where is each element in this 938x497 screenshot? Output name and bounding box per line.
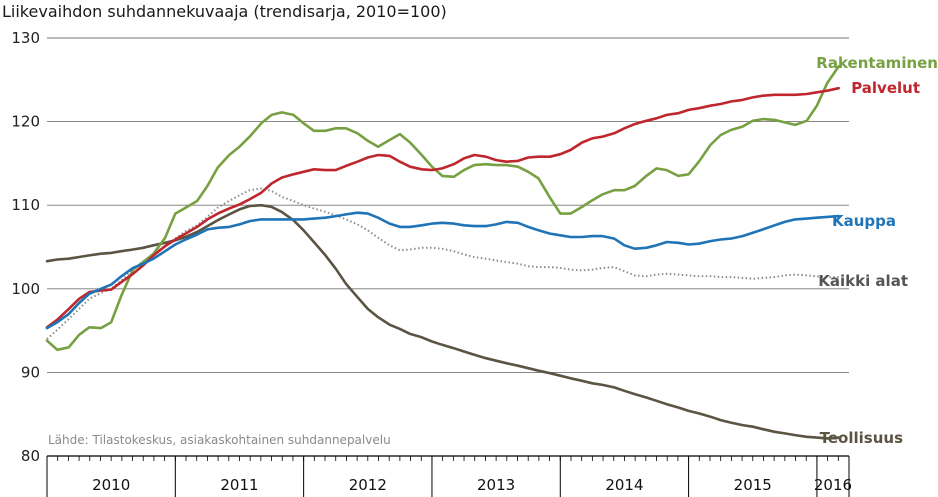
y-axis-ticks: 80 90 100 110 120 130 (11, 29, 40, 465)
y-tick-label: 80 (21, 447, 40, 465)
source-note: Lähde: Tilastokeskus, asiakaskohtainen s… (48, 433, 391, 447)
chart-title: Liikevaihdon suhdannekuvaaja (trendisarj… (2, 2, 447, 21)
series-label-palvelut: Palvelut (851, 79, 920, 97)
series-lines (45, 65, 841, 440)
series-line-palvelut (45, 86, 841, 329)
series-line-teollisuus (45, 203, 841, 440)
series-labels: Rakentaminen Palvelut Kauppa Kaikki alat Teo… (816, 54, 938, 447)
series-label-teollisuus: Teollisuus (820, 429, 903, 447)
y-tick-label: 100 (11, 280, 40, 298)
x-tick-label-2016: 2016 (814, 476, 852, 494)
x-tick-label-2012: 2012 (349, 476, 387, 494)
series-label-rakentaminen: Rakentaminen (816, 54, 938, 72)
series-label-kauppa: Kauppa (832, 212, 896, 230)
x-tick-label-2015: 2015 (734, 476, 772, 494)
series-label-kaikki-alat: Kaikki alat (818, 272, 908, 290)
x-tick-label-2014: 2014 (605, 476, 643, 494)
x-tick-label-2010: 2010 (92, 476, 130, 494)
y-tick-label: 110 (11, 196, 40, 214)
series-line-rakentaminen (45, 65, 841, 352)
x-axis: 2010 2011 2012 2013 2014 2015 2016 (46, 456, 852, 497)
x-tick-label-2011: 2011 (220, 476, 258, 494)
gridlines (47, 37, 849, 457)
y-tick-label: 90 (21, 363, 40, 381)
x-tick-label-2013: 2013 (477, 476, 515, 494)
y-tick-label: 130 (11, 29, 40, 47)
series-line-kaikki-alat (46, 187, 839, 340)
y-tick-label: 120 (11, 113, 40, 131)
series-line-kauppa (45, 211, 841, 330)
